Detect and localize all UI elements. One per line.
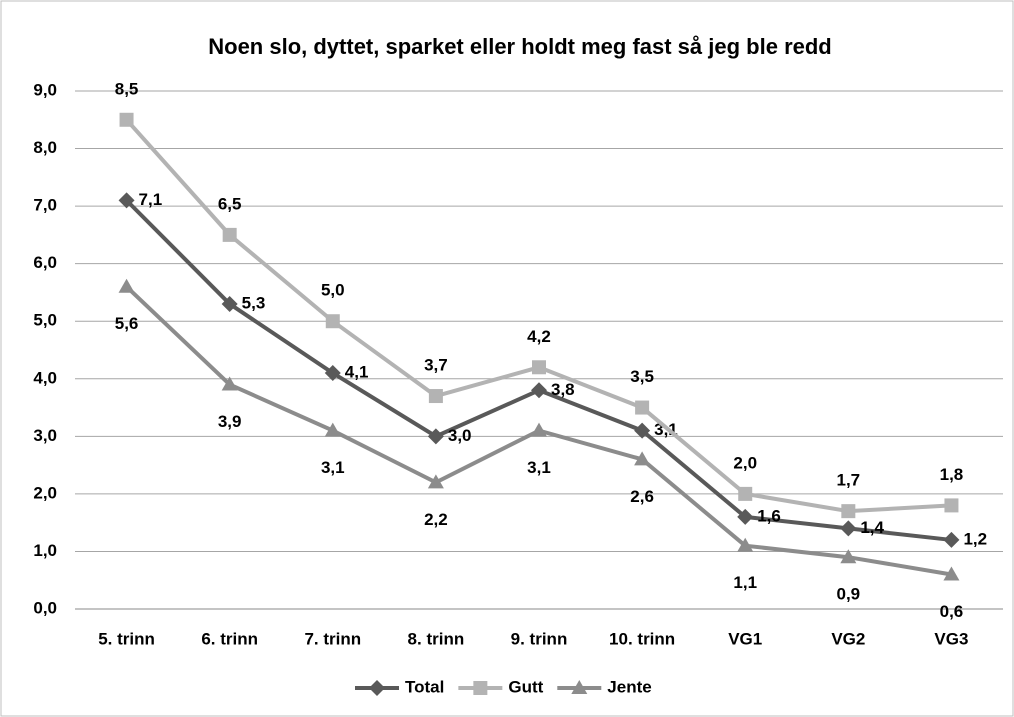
data-point xyxy=(119,112,134,127)
data-label: 1,1 xyxy=(733,573,757,592)
chart-title: Noen slo, dyttet, sparket eller holdt me… xyxy=(208,34,832,59)
y-tick-label: 5,0 xyxy=(33,311,57,330)
y-tick-label: 1,0 xyxy=(33,541,57,560)
data-label: 3,7 xyxy=(424,356,448,375)
x-tick-label: 6. trinn xyxy=(201,629,258,648)
data-point xyxy=(221,295,238,312)
data-point xyxy=(634,422,651,439)
x-tick-label: VG1 xyxy=(728,629,762,648)
data-point xyxy=(943,531,960,548)
data-label: 1,7 xyxy=(837,471,861,490)
y-tick-label: 6,0 xyxy=(33,253,57,272)
data-label: 2,0 xyxy=(733,453,757,472)
data-label: 0,9 xyxy=(837,585,861,604)
data-point xyxy=(531,382,547,399)
data-point xyxy=(738,486,753,501)
data-label: 3,8 xyxy=(551,380,575,399)
x-tick-label: 8. trinn xyxy=(408,629,465,648)
x-tick-label: 9. trinn xyxy=(511,629,568,648)
legend-marker xyxy=(369,680,385,696)
data-point xyxy=(737,508,754,525)
data-label: 4,1 xyxy=(345,363,369,382)
data-label: 2,2 xyxy=(424,510,448,529)
data-label: 0,6 xyxy=(940,602,964,621)
x-tick-label: VG2 xyxy=(831,629,865,648)
data-point xyxy=(324,422,341,437)
data-label: 3,9 xyxy=(218,412,242,431)
x-tick-label: VG3 xyxy=(934,629,968,648)
data-label: 8,5 xyxy=(115,79,139,98)
y-tick-label: 0,0 xyxy=(33,598,57,617)
data-point xyxy=(427,428,444,445)
data-label: 5,0 xyxy=(321,281,345,300)
legend-marker xyxy=(571,680,588,694)
data-point xyxy=(840,549,857,564)
data-point xyxy=(944,498,959,513)
data-label: 3,5 xyxy=(630,367,654,386)
x-tick-label: 10. trinn xyxy=(609,629,675,648)
legend-label: Gutt xyxy=(508,677,543,696)
data-point xyxy=(118,278,135,293)
data-label: 3,1 xyxy=(527,458,551,477)
data-label: 1,6 xyxy=(757,506,781,525)
data-label: 2,6 xyxy=(630,487,654,506)
data-point xyxy=(635,400,650,415)
data-label: 4,2 xyxy=(527,327,551,346)
data-point xyxy=(118,192,135,209)
data-point xyxy=(532,360,546,375)
data-point xyxy=(531,422,547,437)
y-tick-label: 9,0 xyxy=(33,80,57,99)
data-label: 1,2 xyxy=(963,529,987,548)
data-label: 1,8 xyxy=(940,465,964,484)
data-point xyxy=(634,451,651,466)
data-point xyxy=(222,227,237,242)
data-label: 5,6 xyxy=(115,314,139,333)
data-point xyxy=(840,520,857,537)
x-tick-label: 7. trinn xyxy=(304,629,361,648)
data-point xyxy=(324,365,341,382)
data-label: 3,1 xyxy=(321,458,345,477)
data-point xyxy=(943,566,960,581)
legend-label: Jente xyxy=(607,677,651,696)
data-point xyxy=(737,537,754,552)
data-label: 6,5 xyxy=(218,194,242,213)
data-label: 7,1 xyxy=(139,190,163,209)
y-tick-label: 8,0 xyxy=(33,138,57,157)
data-point xyxy=(427,474,444,489)
data-point xyxy=(841,504,856,519)
data-label: 1,4 xyxy=(860,518,884,537)
data-point xyxy=(428,389,443,404)
y-tick-label: 2,0 xyxy=(33,483,57,502)
x-tick-label: 5. trinn xyxy=(98,629,155,648)
data-label: 3,0 xyxy=(448,426,472,445)
y-tick-label: 4,0 xyxy=(33,368,57,387)
legend-label: Total xyxy=(405,677,444,696)
y-tick-label: 3,0 xyxy=(33,426,57,445)
y-tick-label: 7,0 xyxy=(33,196,57,215)
legend-marker xyxy=(473,681,488,695)
data-point xyxy=(325,314,340,329)
data-label: 5,3 xyxy=(242,293,266,312)
data-point xyxy=(221,376,238,391)
